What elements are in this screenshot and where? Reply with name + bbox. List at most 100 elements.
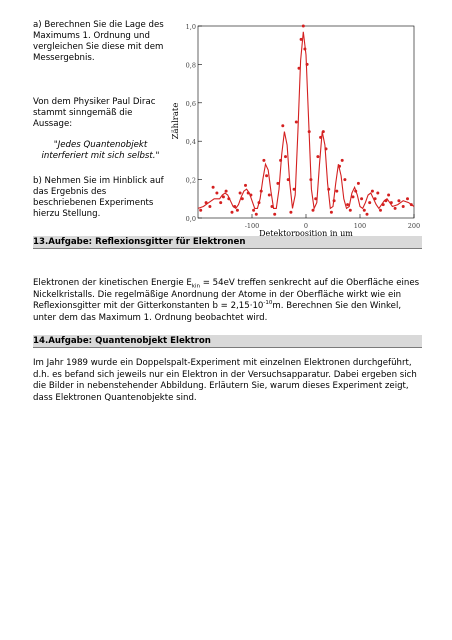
data-point bbox=[360, 197, 364, 201]
data-point bbox=[387, 193, 391, 197]
data-point bbox=[273, 212, 277, 216]
data-point bbox=[233, 205, 237, 208]
data-point bbox=[409, 203, 413, 207]
data-point bbox=[257, 201, 261, 205]
task-b-text: b) Nehmen Sie im Hinblick auf das Ergebn… bbox=[33, 176, 164, 219]
data-point bbox=[235, 208, 239, 212]
y-tick-label: 0,4 bbox=[186, 138, 196, 146]
data-point bbox=[348, 208, 352, 212]
s13-sub-kin: kin bbox=[191, 283, 200, 290]
data-point bbox=[314, 197, 318, 201]
data-point bbox=[389, 201, 393, 205]
data-point bbox=[384, 199, 388, 203]
s13-text-a: Elektronen der kinetischen Energie E bbox=[33, 278, 192, 288]
data-points bbox=[199, 24, 413, 216]
data-point bbox=[219, 201, 223, 205]
x-axis-label: Detektorposition in µm bbox=[259, 229, 353, 238]
data-point bbox=[324, 147, 328, 151]
data-point bbox=[286, 178, 290, 182]
data-point bbox=[208, 205, 212, 208]
data-point bbox=[252, 208, 256, 212]
data-point bbox=[332, 199, 336, 203]
s13-sup-exp: -10 bbox=[263, 300, 273, 307]
data-point bbox=[238, 191, 242, 195]
data-point bbox=[230, 210, 234, 214]
data-point bbox=[379, 208, 382, 212]
data-point bbox=[211, 185, 215, 189]
x-tick-label: 200 bbox=[408, 222, 420, 230]
data-point bbox=[376, 191, 380, 195]
section-14-heading: 14.Aufgabe: Quantenobjekt Elektron bbox=[33, 335, 422, 348]
data-point bbox=[351, 195, 355, 199]
y-tick-label: 0,6 bbox=[186, 100, 196, 108]
data-point bbox=[299, 37, 303, 41]
section-13-paragraph: Elektronen der kinetischen Energie Ekin … bbox=[33, 278, 425, 324]
data-point bbox=[338, 164, 341, 168]
data-point bbox=[281, 124, 285, 128]
x-tick-group: -100 0 100 200 bbox=[245, 214, 420, 230]
x-tick-label: 100 bbox=[354, 222, 366, 230]
interference-chart: 1,00,80,60,40,20,0 -100 0 100 200 Zählrate … bbox=[171, 23, 420, 238]
y-axis-label: Zählrate bbox=[171, 103, 181, 140]
data-point bbox=[368, 201, 372, 205]
data-point bbox=[335, 189, 339, 193]
y-tick-label: 0,2 bbox=[186, 177, 196, 185]
data-point bbox=[279, 158, 283, 162]
y-tick-label: 0,0 bbox=[186, 215, 196, 223]
data-point bbox=[227, 197, 231, 201]
data-point bbox=[406, 197, 409, 201]
s13-text-b: = 54eV treffen senkrecht auf die Oberflä… bbox=[33, 278, 420, 312]
section-14-paragraph: Im Jahr 1989 wurde ein Doppelspalt-Exper… bbox=[33, 358, 417, 403]
data-point bbox=[346, 203, 350, 207]
data-point bbox=[244, 183, 247, 187]
task-a-text: a) Berechnen Sie die Lage des Maximums 1… bbox=[33, 20, 164, 63]
data-point bbox=[284, 155, 287, 159]
data-point bbox=[246, 191, 250, 195]
data-point bbox=[267, 193, 271, 197]
data-point bbox=[276, 181, 280, 185]
data-point bbox=[303, 47, 307, 51]
data-point bbox=[343, 178, 347, 182]
data-point bbox=[316, 155, 320, 159]
y-tick-label: 1,0 bbox=[186, 23, 196, 31]
data-point bbox=[381, 203, 385, 207]
data-point bbox=[362, 208, 366, 212]
data-point bbox=[307, 130, 311, 134]
data-point bbox=[311, 208, 315, 212]
data-point bbox=[240, 197, 244, 201]
data-point bbox=[221, 195, 225, 199]
dirac-intro-text: Von dem Physiker Paul Dirac stammt sinng… bbox=[33, 97, 156, 129]
data-point bbox=[321, 130, 325, 134]
data-point bbox=[393, 206, 397, 210]
fit-curve bbox=[197, 31, 415, 211]
data-point bbox=[397, 199, 401, 203]
section-13-heading: 13.Aufgabe: Reflexionsgitter für Elektro… bbox=[33, 236, 422, 249]
data-point bbox=[329, 210, 333, 214]
data-point bbox=[215, 191, 219, 195]
data-point bbox=[354, 189, 358, 193]
data-point bbox=[262, 158, 266, 162]
data-point bbox=[270, 205, 274, 208]
data-point bbox=[365, 212, 369, 216]
data-point bbox=[370, 189, 374, 193]
x-tick-label: 0 bbox=[304, 222, 308, 230]
data-point bbox=[356, 181, 360, 185]
y-tick-label: 0,8 bbox=[186, 61, 196, 69]
data-point bbox=[249, 193, 253, 197]
data-point bbox=[319, 135, 323, 139]
data-point bbox=[294, 120, 298, 124]
y-tick-group: 1,0 0,8 0,6 0,4 0,2 0,0 bbox=[186, 23, 202, 223]
x-tick-label: -100 bbox=[245, 222, 260, 230]
data-point bbox=[265, 174, 269, 178]
data-point bbox=[301, 24, 305, 28]
data-point bbox=[289, 210, 293, 214]
data-point bbox=[224, 189, 228, 193]
data-point bbox=[340, 158, 344, 162]
data-point bbox=[373, 197, 377, 201]
data-point bbox=[259, 189, 263, 193]
data-point bbox=[327, 187, 331, 191]
data-point bbox=[292, 187, 296, 191]
data-point bbox=[254, 212, 258, 216]
dirac-quote: "Jedes Quantenobjekt interferiert mit si… bbox=[41, 140, 160, 161]
data-point bbox=[204, 201, 208, 205]
